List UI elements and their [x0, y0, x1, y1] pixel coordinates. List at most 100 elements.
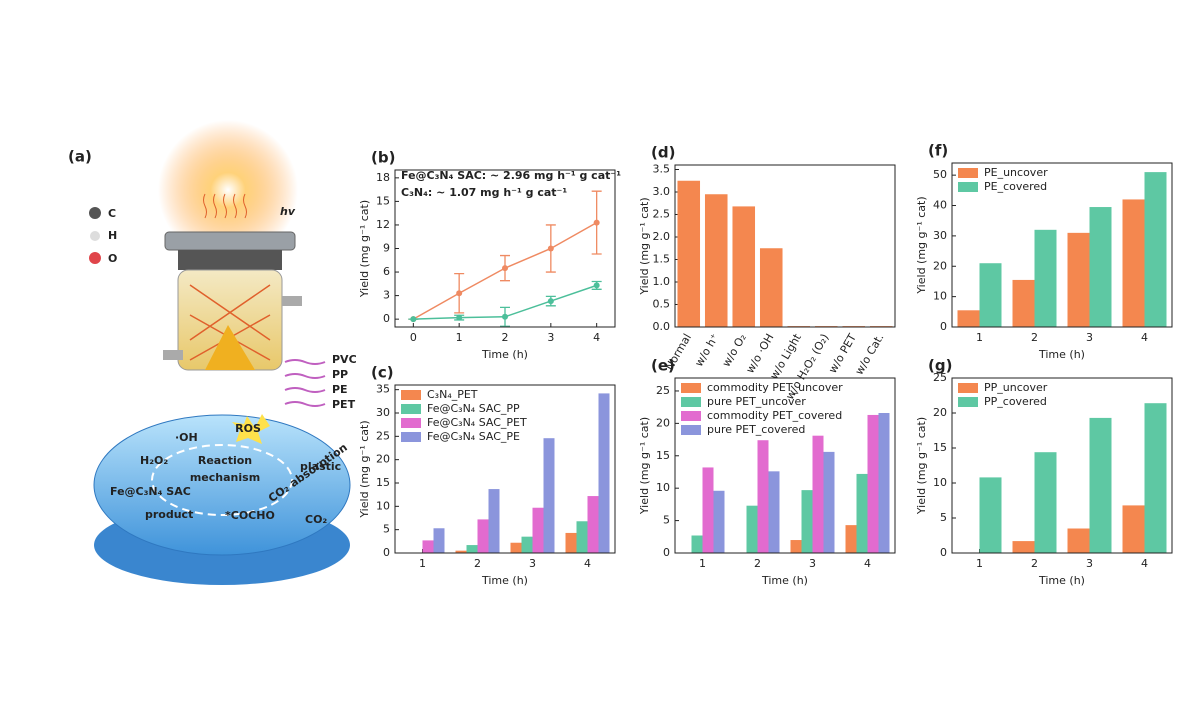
x-axis-label: Time (h) [761, 574, 808, 587]
bar [732, 206, 756, 327]
atom-icon [89, 252, 101, 264]
legend-swatch [401, 418, 421, 428]
bar [1144, 172, 1167, 327]
species-label: product [145, 508, 193, 521]
data-point [502, 265, 508, 272]
data-point [593, 219, 600, 226]
bar [768, 471, 780, 553]
x-tick-label: 3 [1086, 557, 1093, 570]
reactor-clamp [178, 250, 282, 270]
data-point [410, 316, 417, 323]
panel-label: (f) [928, 142, 948, 160]
legend-label: Fe@C₃N₄ SAC_PP [427, 402, 520, 415]
y-tick-label: 10 [933, 290, 947, 303]
legend-label: commodity PET_uncover [707, 381, 843, 394]
bar [1122, 505, 1145, 553]
legend-label: pure PET_uncover [707, 395, 806, 408]
y-tick-label: 3.0 [653, 185, 671, 198]
light-glow [158, 120, 298, 260]
x-tick-label: 2 [474, 557, 481, 570]
y-tick-label: 25 [933, 371, 947, 384]
bar [532, 507, 544, 553]
y-tick-label: 15 [376, 476, 390, 489]
bar [704, 194, 728, 327]
legend-swatch [958, 383, 978, 393]
x-tick-label: 2 [502, 331, 509, 344]
reactor-port [163, 350, 183, 360]
y-tick-label: 20 [656, 416, 670, 429]
y-tick-label: 0 [940, 546, 947, 559]
y-axis-label: Yield (mg g⁻¹ cat) [358, 420, 371, 518]
legend-swatch [681, 411, 701, 421]
bar [1089, 417, 1112, 553]
x-axis-label: Time (h) [1038, 348, 1085, 361]
plate [93, 414, 351, 556]
plot-frame [394, 169, 616, 328]
y-tick-label: 20 [376, 453, 390, 466]
legend-swatch [681, 383, 701, 393]
bar [477, 519, 489, 553]
y-tick-label: 6 [383, 265, 390, 278]
panel-label: (e) [651, 357, 675, 375]
bar [867, 414, 879, 553]
legend-label: PE_covered [984, 180, 1047, 193]
bar [587, 496, 599, 553]
x-axis-label: Time (h) [481, 574, 528, 587]
bar [1034, 452, 1057, 553]
y-tick-label: 5 [940, 511, 947, 524]
bar [422, 540, 434, 553]
y-tick-label: 0.0 [653, 320, 671, 333]
bar [957, 310, 980, 327]
bar [521, 536, 533, 553]
bar [713, 490, 725, 553]
plastic-lines [284, 359, 326, 407]
bar [801, 490, 813, 553]
legend-swatch [401, 432, 421, 442]
legend-swatch [401, 390, 421, 400]
bar [1144, 403, 1167, 553]
x-tick-label: 2 [1031, 331, 1038, 344]
bar [845, 525, 857, 553]
plastic-label: PP [332, 368, 348, 381]
bar [1122, 199, 1145, 327]
bar [433, 528, 445, 553]
legend-label: pure PET_covered [707, 423, 805, 436]
plastic-label: PET [332, 398, 356, 411]
bar [702, 467, 714, 553]
atom-icon [90, 231, 100, 241]
ros-label: ROS [235, 422, 261, 435]
x-tick-label: 3 [529, 557, 536, 570]
y-tick-label: 0 [383, 312, 390, 325]
y-tick-label: 3.5 [653, 163, 671, 176]
atom-label: O [108, 252, 117, 265]
light-rays [203, 193, 247, 219]
x-tick-label: 1 [456, 331, 463, 344]
x-tick-label: 4 [864, 557, 871, 570]
species-label: ·OH [175, 431, 198, 444]
bar [979, 477, 1002, 553]
x-axis-label: Time (h) [1038, 574, 1085, 587]
x-tick-label: 3 [1086, 331, 1093, 344]
bar [812, 435, 824, 553]
plot-frame [674, 164, 896, 328]
bar [1089, 207, 1112, 327]
species-label: *COCHO [225, 509, 275, 522]
y-tick-label: 35 [376, 383, 390, 396]
x-tick-label: 4 [593, 331, 600, 344]
x-tick-label: 2 [1031, 557, 1038, 570]
y-tick-label: 25 [376, 429, 390, 442]
y-tick-label: 30 [933, 229, 947, 242]
panel-label: (d) [651, 144, 675, 162]
plot-frame [394, 384, 616, 554]
y-tick-label: 20 [933, 259, 947, 272]
x-tick-label: 1 [976, 557, 983, 570]
y-tick-label: 10 [376, 499, 390, 512]
x-tick-label: 1 [976, 331, 983, 344]
x-tick-label: 2 [754, 557, 761, 570]
y-tick-label: 3 [383, 289, 390, 302]
atom-label: C [108, 207, 116, 220]
legend-swatch [958, 397, 978, 407]
x-tick-label: 3 [547, 331, 554, 344]
species-label: plastic [300, 460, 341, 473]
reactor-lid [164, 231, 296, 251]
